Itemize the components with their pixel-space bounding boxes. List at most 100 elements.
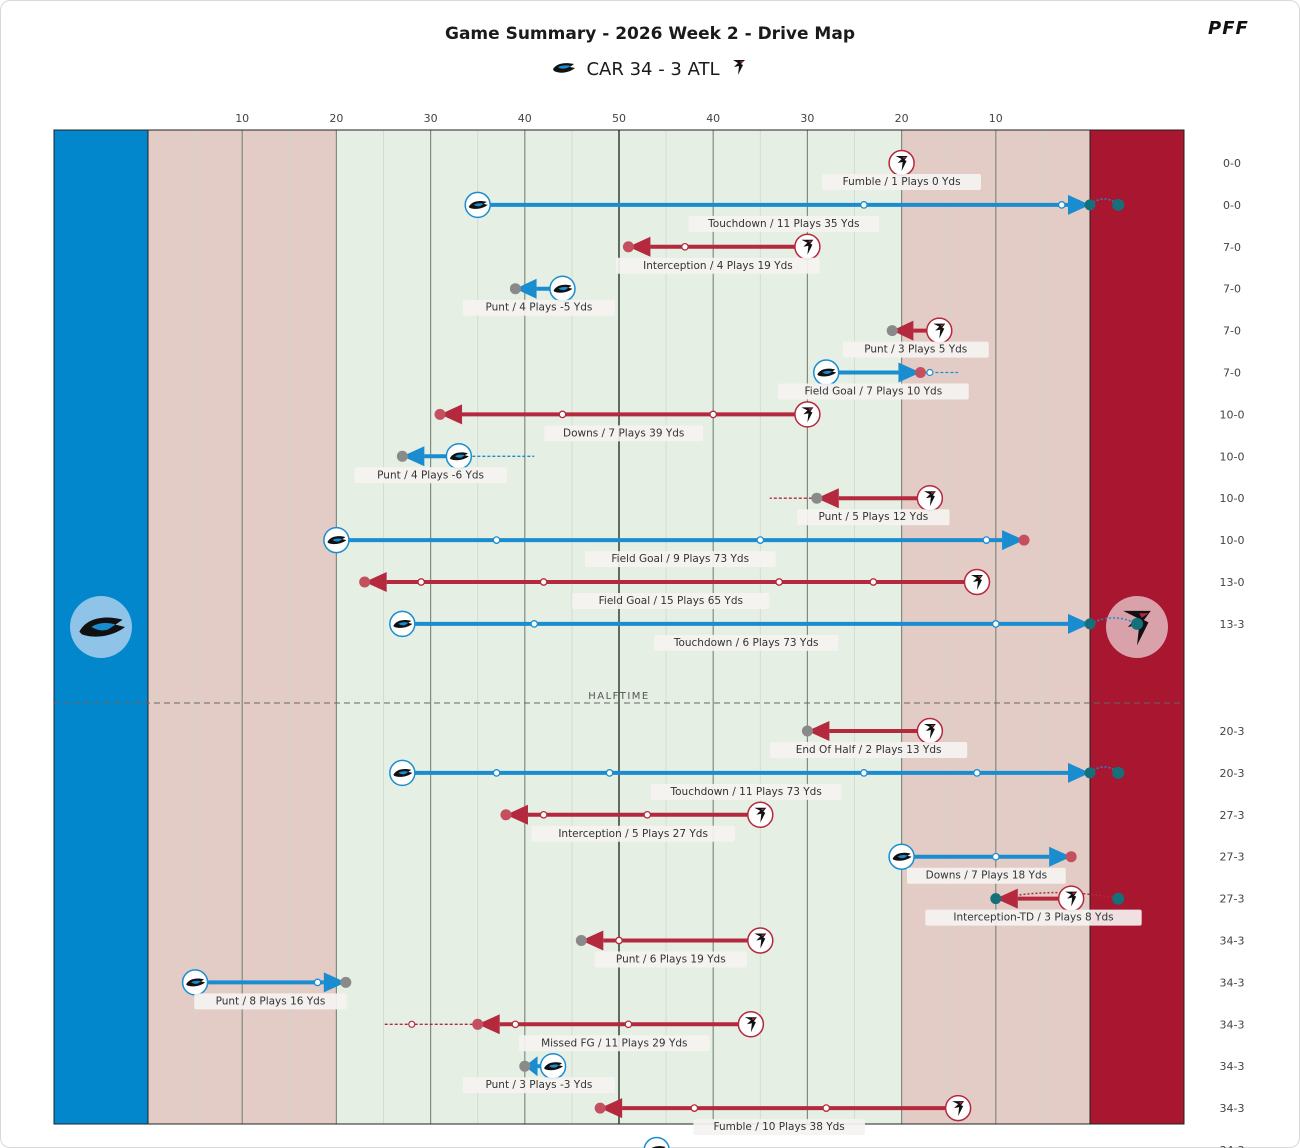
atl-logo-icon (794, 233, 821, 261)
play-marker (756, 536, 765, 544)
drive-label: Field Goal / 15 Plays 65 Yds (599, 595, 743, 607)
car-logo-icon (323, 526, 350, 554)
drive-7: Downs / 7 Plays 39 Yds 10-0 (434, 401, 1244, 442)
drive-15: Interception / 5 Plays 27 Yds 27-3 (500, 801, 1245, 842)
yardline-label: 40 (706, 112, 720, 125)
drive-14: Touchdown / 11 Plays 73 Yds 20-3 (389, 759, 1244, 800)
drive-label: Punt / 3 Plays 5 Yds (864, 344, 967, 356)
drive-score: 10-0 (1220, 450, 1245, 463)
drive-arrowhead (600, 1098, 623, 1119)
drive-label-box (777, 383, 969, 400)
drive-end-marker (990, 893, 1002, 905)
drive-label-box (354, 467, 507, 484)
drive-label-box (653, 634, 839, 651)
drive-label: Touchdown / 6 Plays 73 Yds (673, 637, 819, 649)
drive-18: Punt / 6 Plays 19 Yds 34-3 (575, 927, 1245, 968)
drive-score: 13-0 (1220, 576, 1245, 589)
drive-end-marker (519, 1060, 531, 1072)
score-text: CAR 34 - 3 ATL (586, 59, 720, 80)
play-marker (869, 578, 878, 586)
drive-12: Touchdown / 6 Plays 73 Yds 13-3 (389, 610, 1244, 651)
play-marker (558, 410, 567, 419)
drive-label: Interception-TD / 3 Plays 8 Yds (953, 912, 1113, 924)
drive-label: Touchdown / 11 Plays 35 Yds (707, 218, 859, 230)
drive-end-marker (914, 367, 926, 378)
drive-score: 7-0 (1223, 325, 1241, 338)
car-logo-icon (445, 443, 473, 470)
yardline-label: 30 (800, 112, 814, 125)
drive-end-marker (1018, 534, 1030, 546)
drive-label-box (462, 299, 616, 316)
play-marker (530, 620, 539, 628)
score-marker (1112, 766, 1125, 779)
play-marker (643, 810, 652, 819)
drive-label: End Of Half / 2 Plays 13 Yds (796, 744, 942, 756)
drive-arrowhead (524, 1056, 538, 1077)
drive-arrowhead (402, 446, 425, 467)
drive-score: 34-3 (1220, 1018, 1245, 1031)
atl-logo-icon (944, 1094, 972, 1122)
car-logo-icon (552, 59, 576, 80)
drive-21: Punt / 3 Plays -3 Yds 34-3 (462, 1052, 1244, 1094)
drive-arrowhead (807, 721, 830, 741)
drive-label-box (693, 1119, 865, 1136)
drive-label-box (194, 993, 347, 1010)
drive-6: Field Goal / 7 Plays 10 Yds 7-0 (777, 359, 1241, 400)
drive-end-marker (575, 935, 587, 946)
drive-end-marker (1084, 767, 1096, 779)
drive-22: Fumble / 10 Plays 38 Yds 34-3 (594, 1094, 1245, 1136)
score-marker (1131, 617, 1144, 630)
drive-score: 7-0 (1223, 367, 1241, 380)
play-marker (624, 1020, 633, 1029)
chart-title: Game Summary - 2026 Week 2 - Drive Map (445, 24, 855, 44)
drive-arrowhead (628, 236, 651, 257)
car-endzone-logo-icon (70, 596, 132, 658)
drive-arrowhead (1068, 194, 1090, 215)
drive-end-marker (801, 725, 813, 737)
play-marker (539, 578, 548, 586)
drive-17: Interception-TD / 3 Plays 8 Yds 27-3 (925, 885, 1244, 926)
drive-score: 34-3 (1220, 1102, 1245, 1115)
atl-logo-icon (747, 927, 774, 954)
drive-score: 34-3 (1220, 976, 1245, 989)
play-marker (615, 936, 623, 945)
drive-label: Interception / 5 Plays 27 Yds (558, 828, 708, 840)
play-marker (822, 1104, 831, 1112)
drive-label-box (594, 951, 748, 968)
atl-logo-icon (730, 58, 748, 81)
yardline-label: 30 (424, 112, 438, 125)
drive-score: 34-3 (1220, 935, 1245, 948)
drive-label-box (584, 551, 776, 568)
drive-arrowhead (477, 1014, 500, 1035)
drive-arrowhead (892, 320, 914, 341)
drive-end-marker (886, 325, 898, 337)
play-marker (539, 810, 548, 819)
play-marker (991, 852, 1000, 861)
drive-label: Touchdown / 11 Plays 73 Yds (669, 786, 821, 798)
play-marker (492, 536, 501, 544)
drive-end-marker (500, 809, 512, 821)
yardline-label: 10 (989, 112, 1003, 125)
play-marker (313, 978, 322, 987)
drive-end-marker (340, 976, 352, 988)
tail-play-marker (408, 1020, 416, 1028)
atl-logo-icon (916, 484, 944, 512)
brand-logo: PFF (1208, 18, 1249, 39)
atl-logo-icon (1057, 885, 1085, 912)
drive-arrowhead (364, 572, 387, 592)
drive-label: Punt / 6 Plays 19 Yds (616, 954, 726, 966)
drive-label-box (531, 825, 735, 842)
drive-end-marker (1084, 199, 1096, 211)
drive-1: Fumble / 1 Plays 0 Yds 0-0 (822, 149, 1241, 190)
drive-end-marker (509, 283, 521, 295)
drive-10: Field Goal / 9 Plays 73 Yds 10-0 (323, 526, 1244, 568)
yardline-label: 20 (895, 112, 909, 125)
car-logo-icon (389, 759, 416, 787)
car-logo-icon (539, 1052, 567, 1080)
car-logo-icon (643, 1136, 670, 1148)
drive-label-box (842, 341, 989, 358)
drive-3: Interception / 4 Plays 19 Yds 7-0 (616, 233, 1241, 274)
drive-score: 27-3 (1220, 809, 1245, 822)
